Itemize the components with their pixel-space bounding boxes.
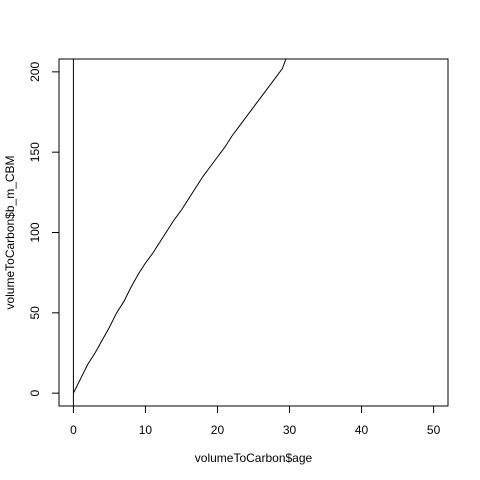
x-axis-title: volumeToCarbon$age <box>195 451 313 465</box>
y-tick-label: 150 <box>28 142 42 162</box>
y-tick-label: 100 <box>28 222 42 242</box>
plot-box <box>58 58 449 407</box>
axes-layer: 0 10 20 30 40 50 0 50 100 150 200 <box>28 62 441 437</box>
x-tick-label: 40 <box>355 423 369 437</box>
x-tick-label: 20 <box>211 423 225 437</box>
y-axis-title: volumeToCarbon$b_m_CBM <box>3 155 17 309</box>
y-tick-label: 0 <box>28 389 42 396</box>
x-tick-label: 0 <box>70 423 77 437</box>
y-tick-label: 50 <box>28 306 42 320</box>
x-tick-label: 10 <box>139 423 153 437</box>
x-tick-label: 50 <box>427 423 441 437</box>
series-line <box>72 58 287 394</box>
plot-area <box>72 58 287 406</box>
x-tick-label: 30 <box>283 423 297 437</box>
y-tick-label: 200 <box>28 62 42 82</box>
